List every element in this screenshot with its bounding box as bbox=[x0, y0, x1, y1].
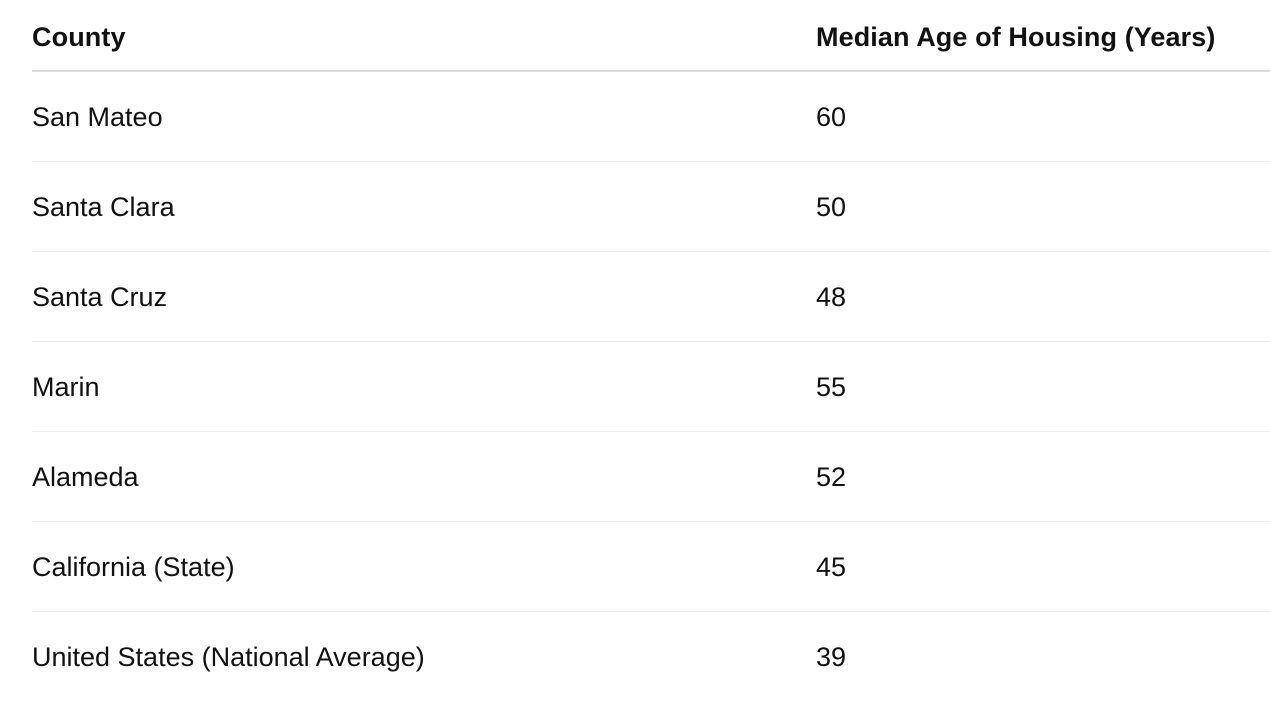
county-cell: Santa Clara bbox=[32, 192, 175, 222]
table-header-row: County Median Age of Housing (Years) bbox=[32, 0, 1270, 72]
table-row: Santa Clara 50 bbox=[32, 162, 1270, 252]
table-row: Alameda 52 bbox=[32, 432, 1270, 522]
county-cell: Alameda bbox=[32, 462, 139, 492]
county-cell: Santa Cruz bbox=[32, 282, 168, 312]
median-age-cell: 52 bbox=[816, 462, 847, 492]
table-row: Santa Cruz 48 bbox=[32, 252, 1270, 342]
table-row: California (State) 45 bbox=[32, 522, 1270, 612]
county-cell: San Mateo bbox=[32, 102, 163, 132]
county-cell: California (State) bbox=[32, 552, 235, 582]
median-age-cell: 55 bbox=[816, 372, 847, 402]
table-row: United States (National Average) 39 bbox=[32, 612, 1270, 701]
table-row: Marin 55 bbox=[32, 342, 1270, 432]
median-age-cell: 60 bbox=[816, 102, 847, 132]
table-row: San Mateo 60 bbox=[32, 72, 1270, 162]
median-age-cell: 39 bbox=[816, 642, 847, 672]
column-header-county: County bbox=[32, 22, 126, 52]
column-header-median-age: Median Age of Housing (Years) bbox=[816, 22, 1216, 52]
county-cell: United States (National Average) bbox=[32, 642, 425, 672]
median-age-cell: 50 bbox=[816, 192, 847, 222]
median-age-cell: 45 bbox=[816, 552, 847, 582]
median-age-cell: 48 bbox=[816, 282, 847, 312]
housing-age-table: County Median Age of Housing (Years) San… bbox=[32, 0, 1270, 701]
county-cell: Marin bbox=[32, 372, 100, 402]
